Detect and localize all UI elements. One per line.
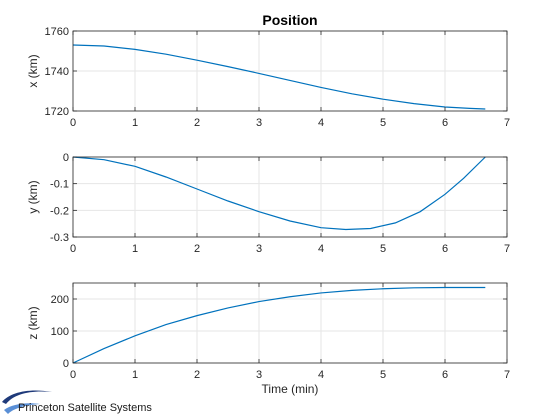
x-tick-label: 5 <box>380 369 386 381</box>
y-axis-label: x (km) <box>26 54 40 87</box>
series-line <box>72 286 486 364</box>
x-tick-label: 7 <box>504 369 510 381</box>
x-tick-label: 4 <box>318 243 324 255</box>
x-tick-label: 0 <box>70 243 76 255</box>
y-tick-label: -0.3 <box>50 232 69 244</box>
x-tick-label: 1 <box>132 117 138 129</box>
x-tick-label: 7 <box>504 243 510 255</box>
x-tick-label: 5 <box>380 243 386 255</box>
x-tick-label: 4 <box>318 369 324 381</box>
panel-1: 0 1 2 3 4 5 6 7 1720 1740 1760 x (km) Position <box>26 12 510 129</box>
x-tick-label: 6 <box>442 117 448 129</box>
x-tick-label: 2 <box>194 369 200 381</box>
brand-name: Princeton Satellite Systems <box>18 402 152 414</box>
y-tick-label: 100 <box>51 326 69 338</box>
x-tick-label: 4 <box>318 117 324 129</box>
x-tick-label: 5 <box>380 117 386 129</box>
y-tick-label: 0 <box>63 358 69 370</box>
x-tick-label: 3 <box>256 117 262 129</box>
chart-title: Position <box>262 12 317 28</box>
panel-3: 0 1 2 3 4 5 6 7 0 100 200 z (km) Time (min) <box>26 282 510 396</box>
x-tick-label: 2 <box>194 243 200 255</box>
x-tick-label: 7 <box>504 117 510 129</box>
x-tick-label: 1 <box>132 243 138 255</box>
x-tick-label: 6 <box>442 243 448 255</box>
panel-2: 0 1 2 3 4 5 6 7 -0.3 -0.2 -0.1 0 y (km) <box>26 152 510 255</box>
y-tick-label: 1760 <box>45 26 69 38</box>
swoosh-logo-icon <box>2 390 52 414</box>
axes-box <box>72 156 508 238</box>
y-tick-label: 1720 <box>45 106 69 118</box>
x-axis-label: Time (min) <box>262 382 319 396</box>
y-tick-label: -0.2 <box>50 205 69 217</box>
x-tick-label: 1 <box>132 369 138 381</box>
x-tick-label: 0 <box>70 369 76 381</box>
y-axis-label: y (km) <box>26 180 40 213</box>
y-tick-label: 0 <box>63 152 69 164</box>
x-tick-label: 6 <box>442 369 448 381</box>
series-line <box>72 44 486 110</box>
logo-swoosh-dark <box>2 390 52 404</box>
x-tick-label: 0 <box>70 117 76 129</box>
y-tick-label: -0.1 <box>50 179 69 191</box>
y-axis-label: z (km) <box>26 306 40 339</box>
y-tick-label: 200 <box>51 294 69 306</box>
axes-box <box>72 282 508 364</box>
x-tick-label: 2 <box>194 117 200 129</box>
x-tick-label: 3 <box>256 243 262 255</box>
y-tick-label: 1740 <box>45 66 69 78</box>
series-line <box>72 156 486 231</box>
logo-swoosh-light <box>4 403 40 414</box>
x-tick-label: 3 <box>256 369 262 381</box>
